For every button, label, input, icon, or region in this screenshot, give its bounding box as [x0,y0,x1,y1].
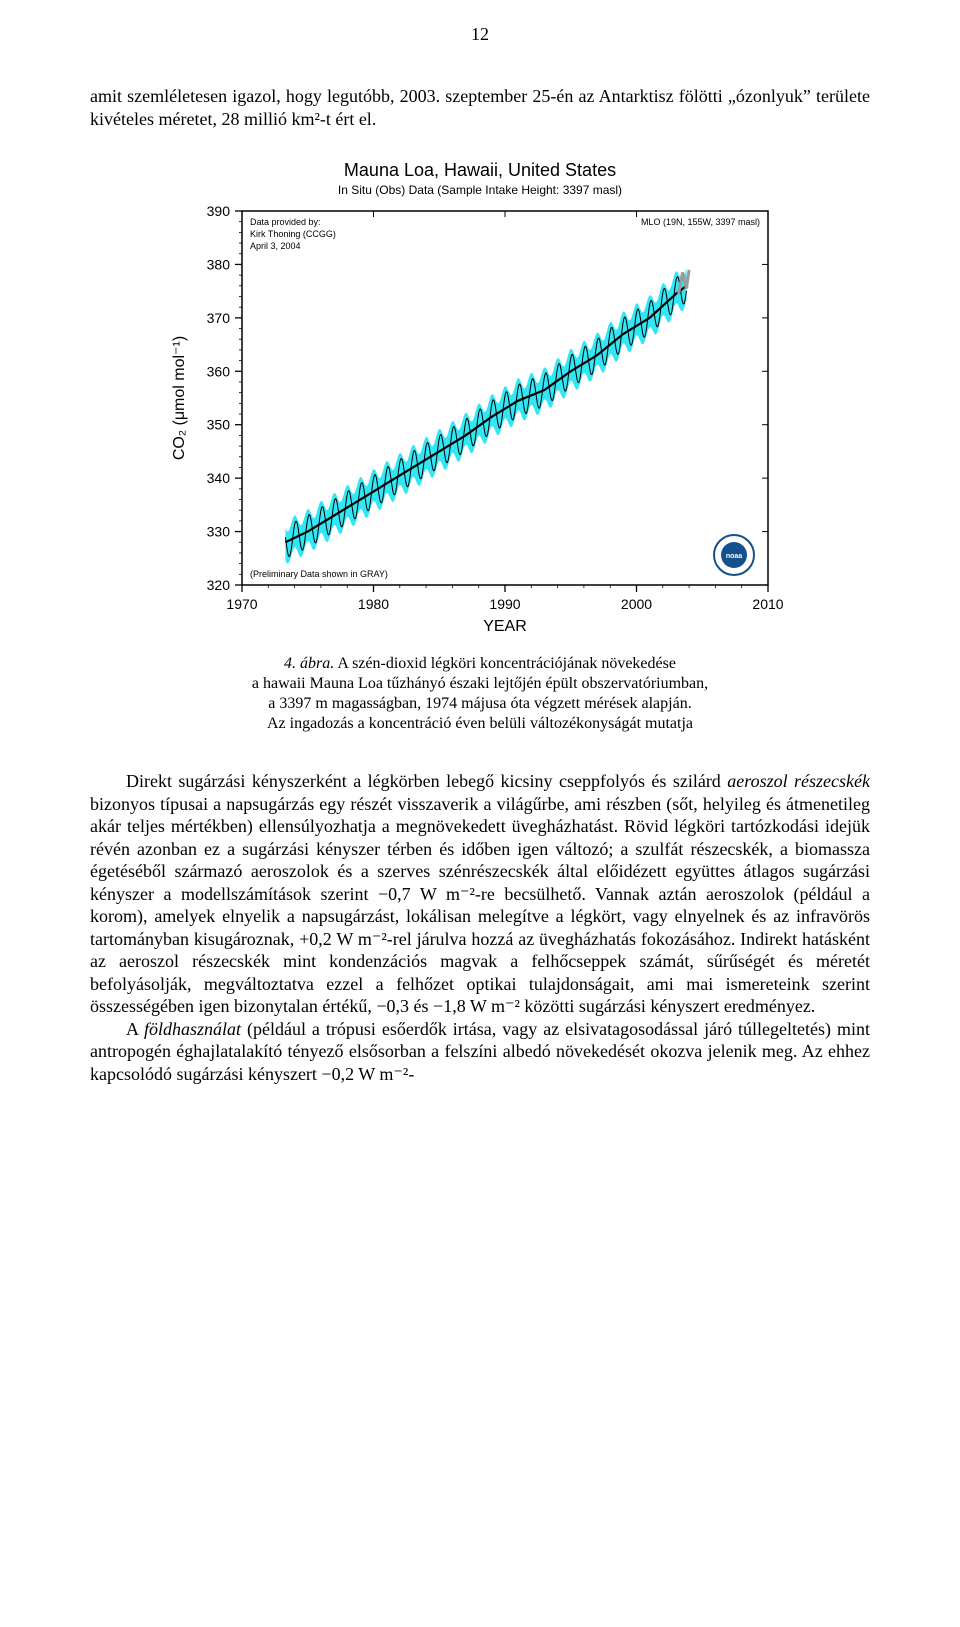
svg-text:1980: 1980 [358,596,389,612]
svg-text:1970: 1970 [226,596,257,612]
intro-paragraph: amit szemléletesen igazol, hogy legutóbb… [90,85,870,130]
svg-text:CO₂ (μmol mol⁻¹): CO₂ (μmol mol⁻¹) [171,336,188,460]
para2-run-a: A [126,1019,144,1039]
svg-text:320: 320 [207,577,231,593]
svg-text:360: 360 [207,363,231,379]
svg-text:2000: 2000 [621,596,652,612]
svg-text:350: 350 [207,417,231,433]
chart-subtitle: In Situ (Obs) Data (Sample Intake Height… [164,181,796,203]
caption-label: 4. ábra. [284,655,334,672]
svg-text:Kirk Thoning (CCGG): Kirk Thoning (CCGG) [250,229,336,239]
svg-text:390: 390 [207,203,231,219]
figure-caption: 4. ábra. A szén-dioxid légköri koncentrá… [180,654,780,734]
caption-line1: A szén-dioxid légköri koncentrációjának … [337,655,676,672]
svg-text:Data provided by:: Data provided by: [250,217,321,227]
svg-text:noaa: noaa [726,553,742,560]
svg-text:2010: 2010 [752,596,783,612]
svg-text:330: 330 [207,524,231,540]
para1-run-a: Direkt sugárzási kényszerként a légkörbe… [126,771,727,791]
svg-text:MLO (19N, 155W, 3397 masl): MLO (19N, 155W, 3397 masl) [641,217,760,227]
page-number: 12 [90,24,870,45]
svg-text:YEAR: YEAR [483,618,527,635]
para2-emphasis-foldhasznalat: földhasználat [144,1019,241,1039]
page-root: 12 amit szemléletesen igazol, hogy legut… [0,0,960,1133]
svg-text:370: 370 [207,310,231,326]
svg-text:April 3, 2004: April 3, 2004 [250,241,301,251]
para1-emphasis-aerosol: aeroszol részecskék [727,771,870,791]
co2-chart: Mauna Loa, Hawaii, United States In Situ… [164,154,796,636]
chart-title: Mauna Loa, Hawaii, United States [164,154,796,181]
figure-container: Mauna Loa, Hawaii, United States In Situ… [164,154,796,636]
caption-line2: a hawaii Mauna Loa tűzhányó északi lejtő… [252,675,708,692]
svg-text:380: 380 [207,256,231,272]
caption-line4: Az ingadozás a koncentráció éven belüli … [267,715,693,732]
para1-run-b: bizonyos típusai a napsugárzás egy részé… [90,794,870,1017]
svg-text:340: 340 [207,470,231,486]
body-paragraph-1: Direkt sugárzási kényszerként a légkörbe… [90,770,870,1018]
svg-text:1990: 1990 [489,596,520,612]
chart-plot-area: 320 330 340 350 360 370 380 390 1970 1980 1990 2000… [164,203,796,643]
caption-line3: a 3397 m magasságban, 1974 májusa óta vé… [268,695,691,712]
svg-text:(Preliminary Data shown in GRA: (Preliminary Data shown in GRAY) [250,569,388,579]
body-paragraph-2: A földhasználat (például a trópusi esőer… [90,1018,870,1086]
